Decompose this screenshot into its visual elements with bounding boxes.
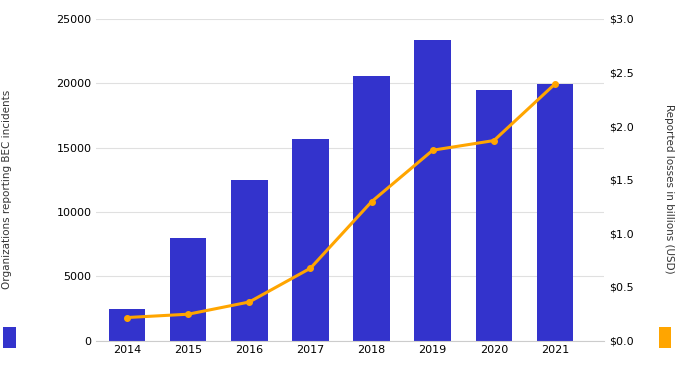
Bar xyxy=(292,139,328,341)
Bar xyxy=(415,40,451,341)
Text: Reported losses in billions (USD): Reported losses in billions (USD) xyxy=(664,104,674,274)
Bar xyxy=(353,76,390,341)
Bar xyxy=(475,90,512,341)
Bar xyxy=(170,238,206,341)
Bar xyxy=(231,180,268,341)
Bar xyxy=(108,309,146,341)
Text: Organizations reporting BEC incidents: Organizations reporting BEC incidents xyxy=(2,89,12,289)
Bar xyxy=(537,84,573,341)
